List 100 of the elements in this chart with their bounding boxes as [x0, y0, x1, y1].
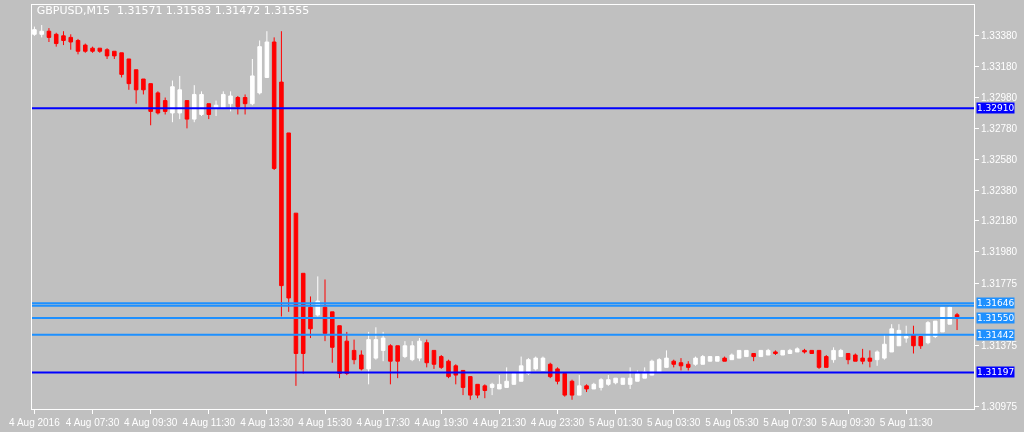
candlestick [780, 349, 785, 356]
x-tick-label: 4 Aug 15:30 [298, 417, 353, 428]
candlestick [228, 90, 233, 112]
candlestick [918, 336, 923, 350]
candlestick [889, 323, 894, 353]
candlestick [475, 383, 480, 399]
candlestick [351, 339, 357, 365]
y-tick-label: 1.32980 [981, 92, 1018, 104]
candlestick [707, 356, 713, 362]
candlestick [39, 24, 44, 38]
candlestick [627, 366, 633, 390]
candlestick [68, 33, 74, 51]
candlestick [954, 312, 960, 331]
candlestick [838, 348, 844, 358]
candlestick [664, 349, 669, 368]
candlestick [831, 346, 836, 364]
candlestick [409, 340, 415, 362]
candlestick [482, 383, 488, 399]
candlestick [126, 58, 132, 91]
candlestick [903, 325, 909, 344]
candlestick [431, 349, 437, 370]
candlestick [286, 132, 291, 313]
x-tick-label: 5 Aug 09:30 [821, 417, 876, 428]
y-tick-label: 1.33180 [981, 61, 1018, 73]
candlestick [511, 373, 517, 385]
candlestick [271, 36, 277, 171]
x-tick-label: 5 Aug 07:30 [763, 417, 818, 428]
candlestick [765, 348, 771, 356]
candlestick [613, 377, 618, 385]
candlestick [685, 360, 691, 371]
y-tick-label: 1.30975 [981, 401, 1018, 413]
candlestick [83, 43, 88, 54]
x-tick-label: 4 Aug 17:30 [356, 417, 411, 428]
x-tick-label: 5 Aug 03:30 [647, 417, 701, 428]
candlestick [61, 30, 66, 46]
candlestick [671, 359, 676, 368]
candlestick [424, 339, 429, 368]
candlestick [373, 326, 379, 361]
x-tick-label: 4 Aug 21:30 [472, 417, 527, 428]
candlestick [366, 331, 371, 385]
candlestick [417, 337, 422, 362]
candlestick [322, 278, 328, 342]
candlestick [90, 46, 95, 54]
candlestick [359, 349, 364, 371]
candlestick [591, 382, 597, 390]
candlestick [751, 352, 756, 362]
candlestick [577, 374, 582, 396]
candlestick [722, 356, 727, 362]
ref-line-label: 1.31442 [977, 330, 1015, 340]
x-tick-label: 5 Aug 01:30 [588, 417, 643, 428]
candlestick [468, 376, 473, 401]
candlestick [53, 32, 59, 48]
candlestick [802, 348, 807, 354]
candlestick [635, 369, 640, 382]
candlestick [569, 379, 575, 401]
candlestick [700, 354, 706, 365]
candlestick [221, 90, 226, 109]
y-tick-label: 1.32380 [981, 184, 1018, 196]
candlestick [177, 75, 182, 120]
x-tick-label: 4 Aug 23:30 [530, 417, 585, 428]
candlestick [598, 377, 604, 391]
x-tick-label: 4 Aug 2016 [9, 417, 61, 428]
x-tick-label: 4 Aug 11:30 [182, 417, 236, 428]
candlestick [867, 349, 873, 368]
x-tick-label: 4 Aug 19:30 [414, 417, 469, 428]
y-tick-label: 1.33380 [981, 30, 1018, 42]
y-tick-label: 1.32780 [981, 122, 1018, 134]
candlestick [773, 349, 778, 356]
y-tick-label: 1.32180 [981, 215, 1018, 227]
candlestick [264, 30, 270, 78]
candlestick [794, 346, 800, 353]
candlestick [300, 272, 306, 375]
candlestick [199, 90, 204, 117]
candlestick [344, 331, 350, 376]
candlestick [809, 349, 815, 354]
candlestick [242, 93, 248, 115]
candlestick [678, 357, 684, 371]
candlestick [235, 95, 241, 115]
candlestick [337, 325, 342, 379]
candlestick [715, 356, 720, 362]
candlestick [112, 50, 117, 60]
candlestick [395, 345, 400, 379]
candlestick [787, 348, 793, 354]
candlestick [97, 47, 103, 54]
candlestick [155, 90, 161, 115]
candlestick [497, 374, 502, 390]
candlestick [402, 340, 408, 359]
candlestick [874, 349, 880, 367]
ref-line-label: 1.31646 [977, 298, 1015, 308]
candlestick [533, 356, 538, 371]
candlestick [293, 212, 299, 387]
candlestick [133, 69, 139, 105]
candlestick [882, 334, 887, 361]
x-tick-label: 4 Aug 07:30 [65, 417, 120, 428]
y-tick-label: 1.31775 [981, 277, 1018, 289]
candlestick [744, 349, 749, 358]
candlestick [279, 30, 284, 317]
candlestick [758, 349, 764, 358]
candlestick [75, 38, 81, 55]
candlestick [562, 373, 568, 398]
